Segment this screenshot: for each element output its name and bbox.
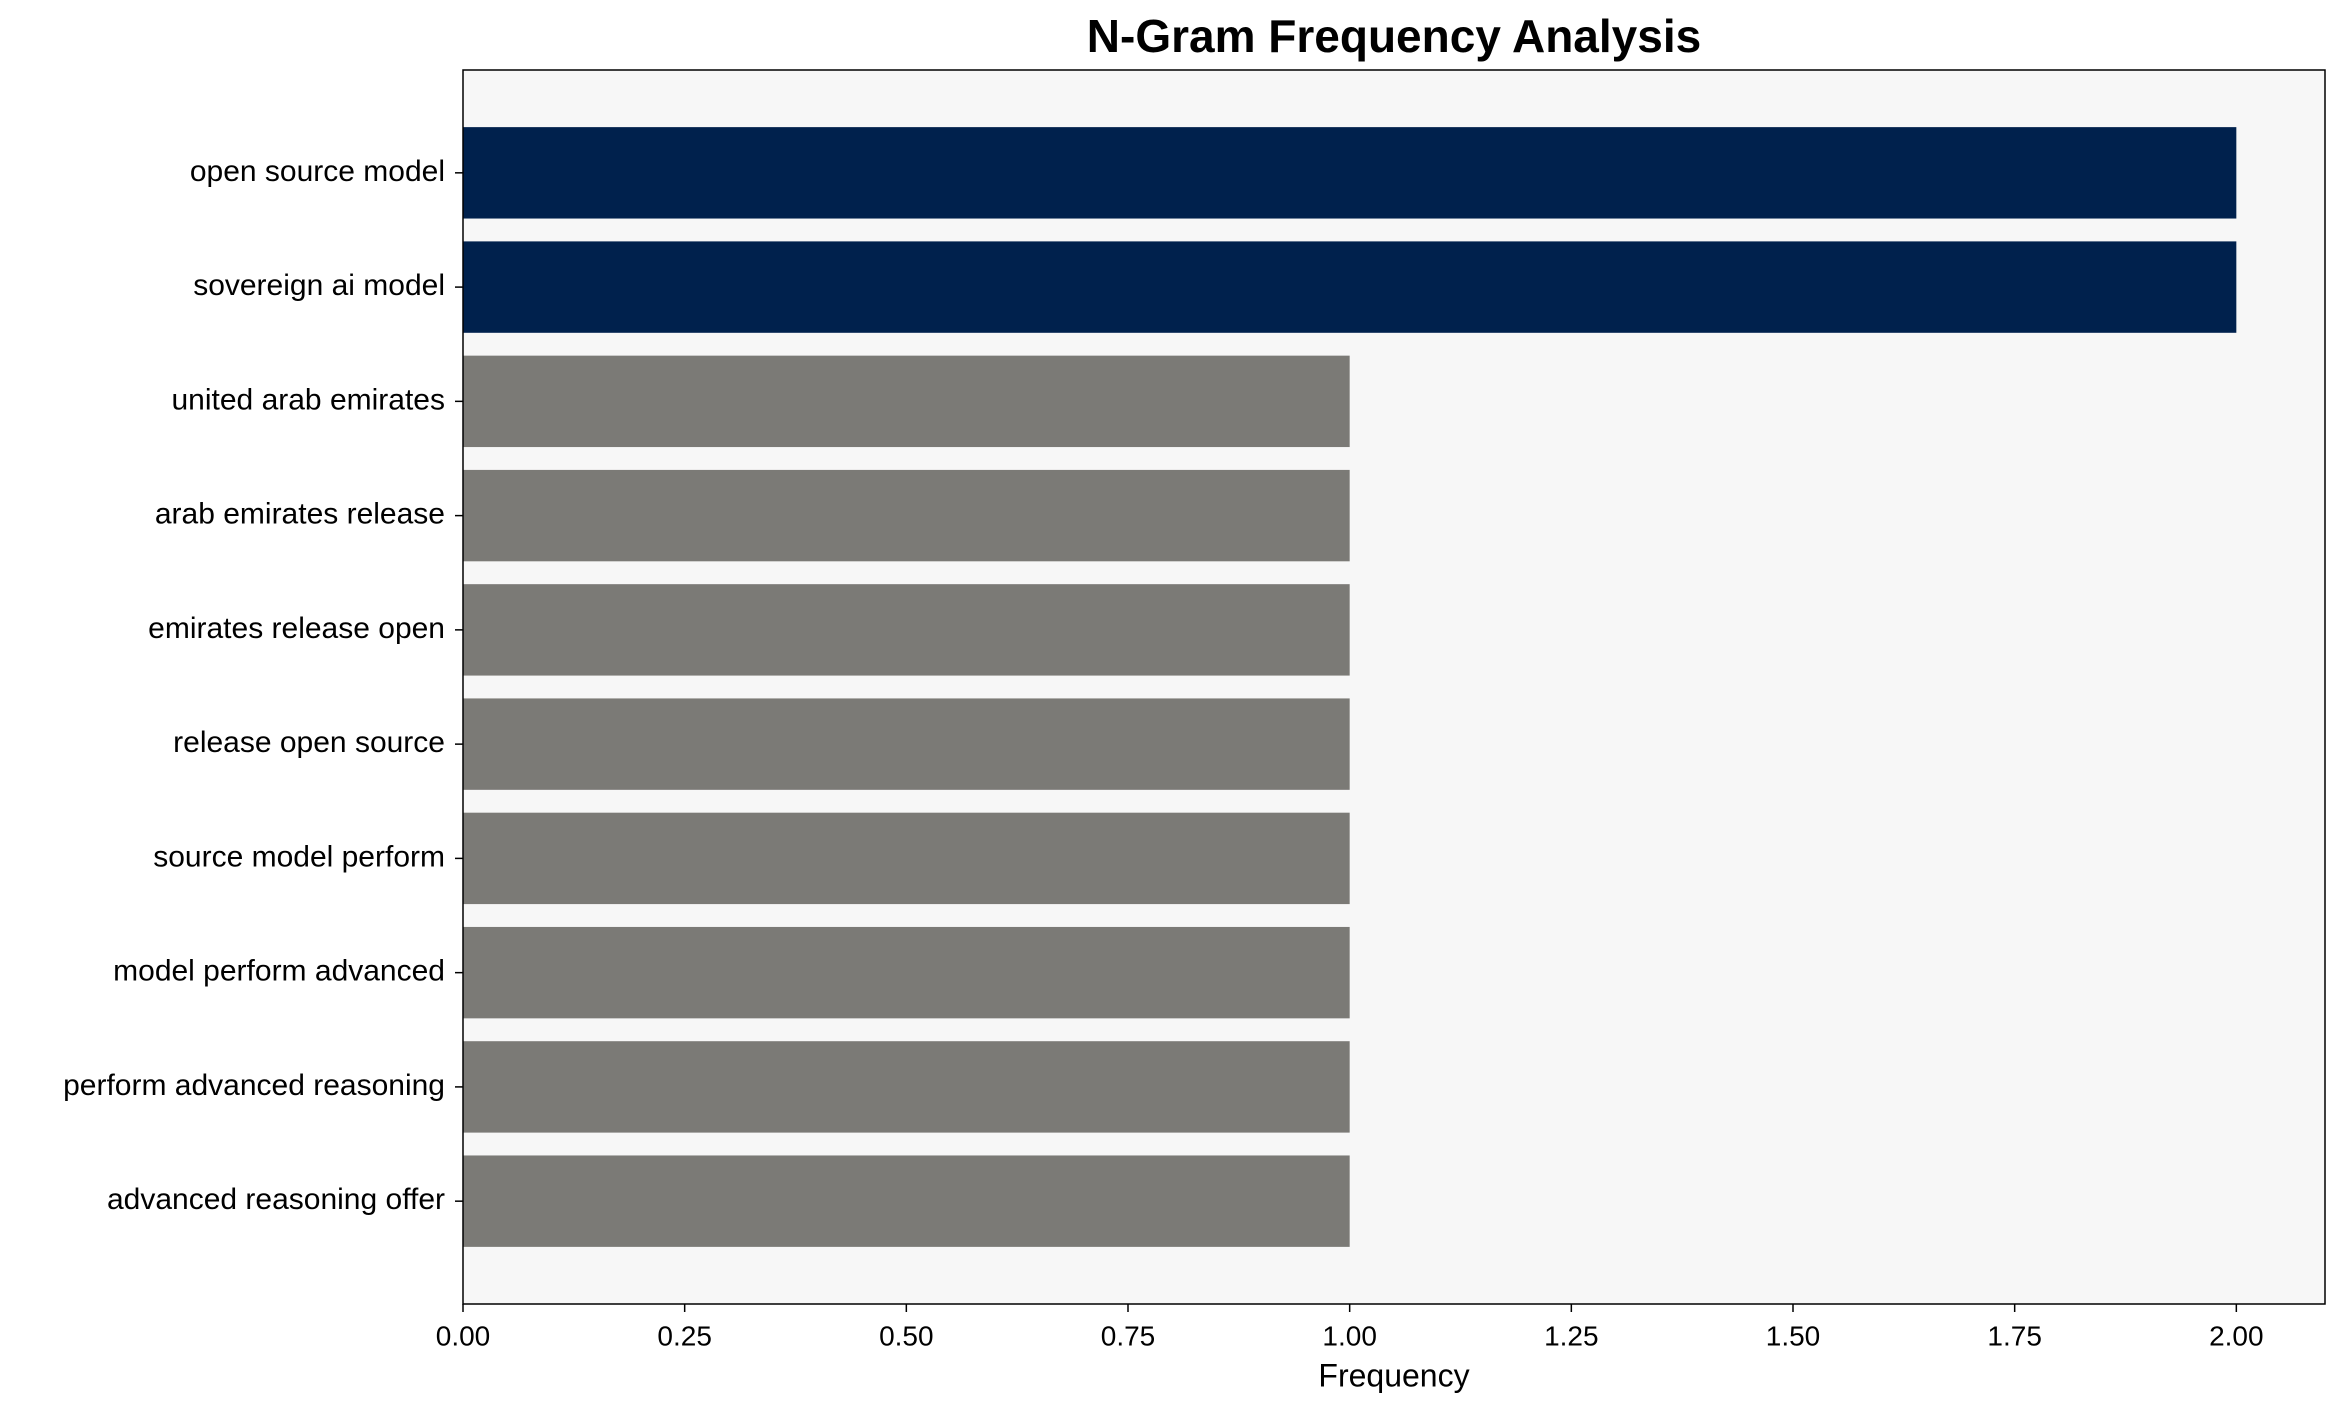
bar (463, 812, 1350, 905)
x-tick-label: 0.25 (657, 1320, 712, 1351)
bar (463, 698, 1350, 790)
y-tick-label: arab emirates release (155, 498, 445, 531)
bar (463, 1155, 1350, 1247)
x-tick-label: 2.00 (2209, 1320, 2264, 1351)
x-tick-label: 1.25 (1544, 1320, 1599, 1351)
y-tick-label: release open source (173, 726, 445, 759)
bar (463, 584, 1350, 676)
x-tick-label: 1.50 (1766, 1320, 1821, 1351)
y-tick-label: sovereign ai model (193, 269, 445, 302)
chart-title: N-Gram Frequency Analysis (1087, 10, 1701, 62)
plot-frame (462, 69, 2326, 1305)
y-tick-label: model perform advanced (113, 955, 445, 988)
x-tick-label: 0.75 (1101, 1320, 1156, 1351)
x-tick-label: 1.00 (1322, 1320, 1377, 1351)
x-tick-label: 0.50 (879, 1320, 934, 1351)
bar (463, 469, 1350, 562)
y-tick-label: source model perform (153, 840, 445, 873)
x-tick-label: 0.00 (436, 1320, 491, 1351)
bar (463, 355, 1350, 448)
y-tick-label: emirates release open (148, 612, 445, 645)
bar (463, 241, 2237, 333)
bar (463, 1041, 1350, 1133)
x-tick-label: 1.75 (1987, 1320, 2042, 1351)
bar (463, 127, 2237, 219)
y-tick-label: united arab emirates (172, 383, 446, 416)
bar (463, 926, 1350, 1019)
y-tick-label: advanced reasoning offer (107, 1183, 445, 1216)
x-axis-label: Frequency (1318, 1357, 1469, 1393)
y-tick-label: perform advanced reasoning (63, 1069, 445, 1102)
y-tick-label: open source model (190, 155, 445, 188)
